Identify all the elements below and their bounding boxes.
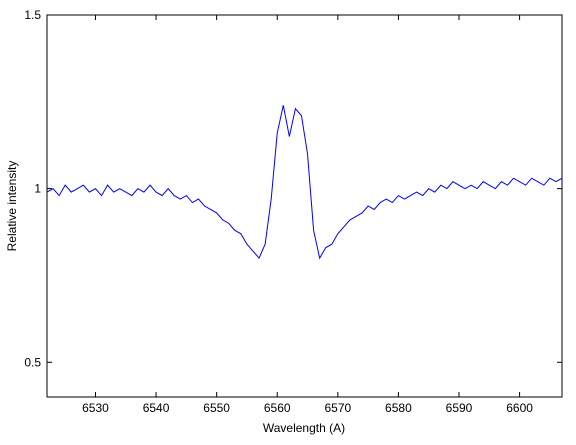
x-tick-label: 6560 — [264, 401, 291, 415]
spectrum-line — [46, 105, 563, 260]
x-tick-label: 6590 — [446, 401, 473, 415]
x-tick-label: 6550 — [203, 401, 230, 415]
x-tick-label: 6600 — [506, 401, 533, 415]
plot-box — [46, 14, 563, 398]
y-tick-label: 1 — [34, 182, 41, 196]
x-axis-label: Wavelength (A) — [263, 421, 345, 435]
x-tick-label: 6570 — [324, 401, 351, 415]
y-tick-label: 0.5 — [24, 355, 41, 369]
x-tick-label: 6580 — [385, 401, 412, 415]
x-tick-label: 6530 — [82, 401, 109, 415]
y-axis-label: Relative intensity — [5, 161, 19, 252]
x-tick-label: 6540 — [143, 401, 170, 415]
y-tick-label: 1.5 — [24, 8, 41, 22]
